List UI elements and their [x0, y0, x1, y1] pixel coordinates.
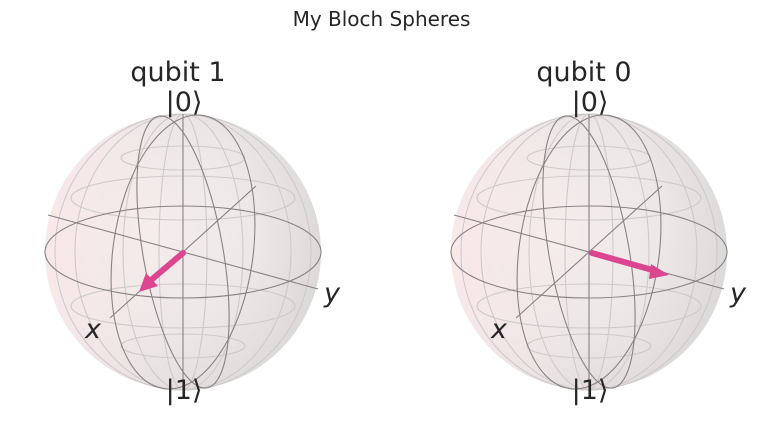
- figure-title: My Bloch Spheres: [292, 7, 471, 31]
- axis-label-y: y: [729, 278, 747, 309]
- axis-label-x: x: [490, 314, 508, 345]
- sphere-title: qubit 1: [130, 57, 225, 88]
- state-vector-arrowhead: [139, 273, 158, 292]
- bloch-sphere-qubit-1: qubit 1 |0⟩ |1⟩ x y: [44, 57, 341, 406]
- pole-label-top: |0⟩: [572, 87, 609, 118]
- sphere-grid-dark: [450, 114, 728, 390]
- sphere-title: qubit 0: [536, 57, 631, 88]
- axis-label-y: y: [323, 278, 341, 309]
- state-vector-line: [589, 250, 659, 274]
- pole-label-top: |0⟩: [166, 87, 203, 118]
- pole-label-bottom: |1⟩: [572, 375, 609, 406]
- axis-label-x: x: [84, 314, 102, 345]
- state-vector-arrowhead: [649, 264, 669, 279]
- state-vector-line: [147, 250, 186, 284]
- pole-label-bottom: |1⟩: [166, 375, 203, 406]
- bloch-sphere-qubit-0: qubit 0 |0⟩ |1⟩ x y: [450, 57, 747, 406]
